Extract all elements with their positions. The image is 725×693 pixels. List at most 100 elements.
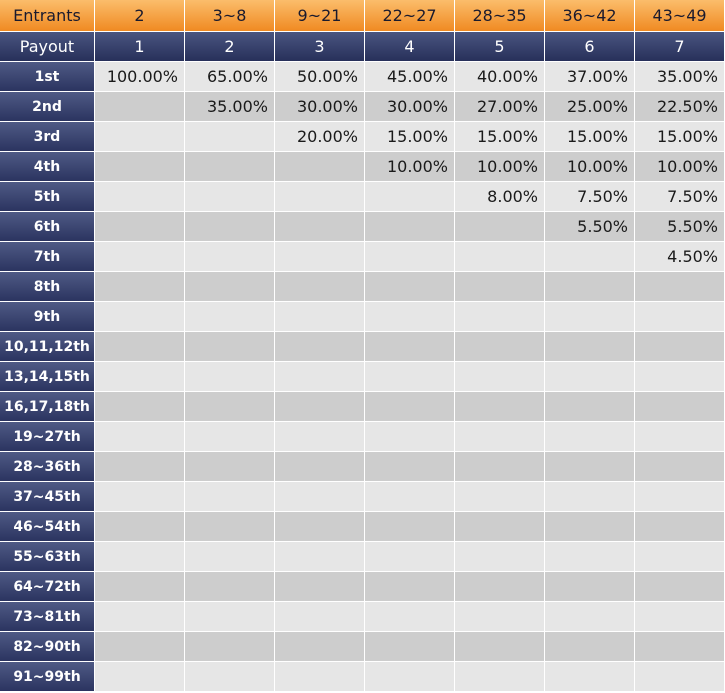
payout-percent-cell [365,662,455,692]
payout-percent-cell: 35.00% [185,92,275,122]
table-row: 37~45th [0,482,725,512]
payout-count: 4 [365,32,455,62]
payout-percent-cell [365,602,455,632]
payout-percent-cell [185,302,275,332]
payout-percent-cell [635,542,725,572]
payout-percent-cell [545,572,635,602]
entrants-range: 28~35 [455,0,545,32]
payout-percent-cell: 15.00% [365,122,455,152]
place-label: 4th [0,152,95,182]
payout-percent-cell [95,182,185,212]
entrants-range: 36~42 [545,0,635,32]
payout-percent-cell [365,332,455,362]
payout-percent-cell: 8.00% [455,182,545,212]
payout-percent-cell [95,242,185,272]
payout-percent-cell [455,602,545,632]
payout-percent-cell [635,272,725,302]
payout-percent-cell [635,392,725,422]
entrants-range: 22~27 [365,0,455,32]
payout-percent-cell [545,242,635,272]
payout-percent-cell [95,662,185,692]
payout-percent-cell [95,392,185,422]
payout-percent-cell [95,542,185,572]
payout-percent-cell [275,422,365,452]
payout-percent-cell [455,572,545,602]
payout-percent-cell [635,662,725,692]
place-label: 82~90th [0,632,95,662]
payout-percent-cell: 27.00% [455,92,545,122]
payout-percent-cell [635,482,725,512]
payout-percent-cell: 4.50% [635,242,725,272]
table-row: 10,11,12th [0,332,725,362]
payout-percent-cell [95,362,185,392]
payout-percent-cell [455,482,545,512]
payout-percent-cell: 37.00% [545,62,635,92]
payout-percent-cell [95,212,185,242]
payout-percent-cell [185,572,275,602]
payout-percent-cell [455,392,545,422]
payout-percent-cell [95,332,185,362]
payout-percent-cell [545,632,635,662]
payout-percent-cell [545,452,635,482]
table-row: 73~81th [0,602,725,632]
payout-percent-cell [545,482,635,512]
payout-percent-cell [365,512,455,542]
table-row: 8th [0,272,725,302]
table-row: 46~54th [0,512,725,542]
payout-percent-cell [455,452,545,482]
payout-percent-cell [275,632,365,662]
payout-percent-cell [185,422,275,452]
place-label: 1st [0,62,95,92]
place-label: 55~63th [0,542,95,572]
payout-percent-cell: 65.00% [185,62,275,92]
payout-percent-cell: 5.50% [635,212,725,242]
table-row: 4th 10.00% 10.00% 10.00% 10.00% [0,152,725,182]
table-row: 28~36th [0,452,725,482]
payout-percent-cell [635,362,725,392]
payout-percent-cell [365,482,455,512]
payout-percent-cell [545,332,635,362]
payout-percent-cell [95,602,185,632]
payout-percent-cell [545,662,635,692]
payout-percent-cell [455,512,545,542]
payout-percent-cell: 50.00% [275,62,365,92]
payout-percent-cell [275,542,365,572]
payout-percent-cell: 15.00% [635,122,725,152]
payout-percent-cell: 10.00% [635,152,725,182]
payout-percent-cell [455,242,545,272]
payout-count: 6 [545,32,635,62]
payout-percent-cell [275,152,365,182]
payout-percent-cell [95,92,185,122]
payout-count: 2 [185,32,275,62]
payout-percent-cell [545,362,635,392]
payout-percent-cell: 5.50% [545,212,635,242]
payout-percent-cell [95,482,185,512]
table-row: 6th 5.50% 5.50% [0,212,725,242]
place-label: 6th [0,212,95,242]
payout-percent-cell [545,422,635,452]
payout-percent-cell: 15.00% [455,122,545,152]
payout-percent-cell [275,662,365,692]
payout-percent-cell [185,662,275,692]
payout-percent-cell: 45.00% [365,62,455,92]
payout-percent-cell [635,632,725,662]
place-label: 10,11,12th [0,332,95,362]
payout-percent-cell [185,392,275,422]
payout-percent-cell: 10.00% [545,152,635,182]
payout-percent-cell: 7.50% [545,182,635,212]
payout-percent-cell [185,482,275,512]
place-label: 13,14,15th [0,362,95,392]
payout-percent-cell [455,662,545,692]
payout-percent-cell [275,482,365,512]
payout-percent-cell [365,542,455,572]
payout-percent-cell [635,452,725,482]
payout-percent-cell [275,272,365,302]
payout-percent-cell: 10.00% [455,152,545,182]
entrants-label: Entrants [0,0,95,32]
payout-header-row: Payout 1 2 3 4 5 6 7 [0,32,725,62]
payout-percent-cell [275,572,365,602]
payout-percent-cell [275,332,365,362]
table-row: 2nd 35.00% 30.00% 30.00% 27.00% 25.00% 22.50% [0,92,725,122]
payout-percent-cell: 40.00% [455,62,545,92]
place-label: 7th [0,242,95,272]
